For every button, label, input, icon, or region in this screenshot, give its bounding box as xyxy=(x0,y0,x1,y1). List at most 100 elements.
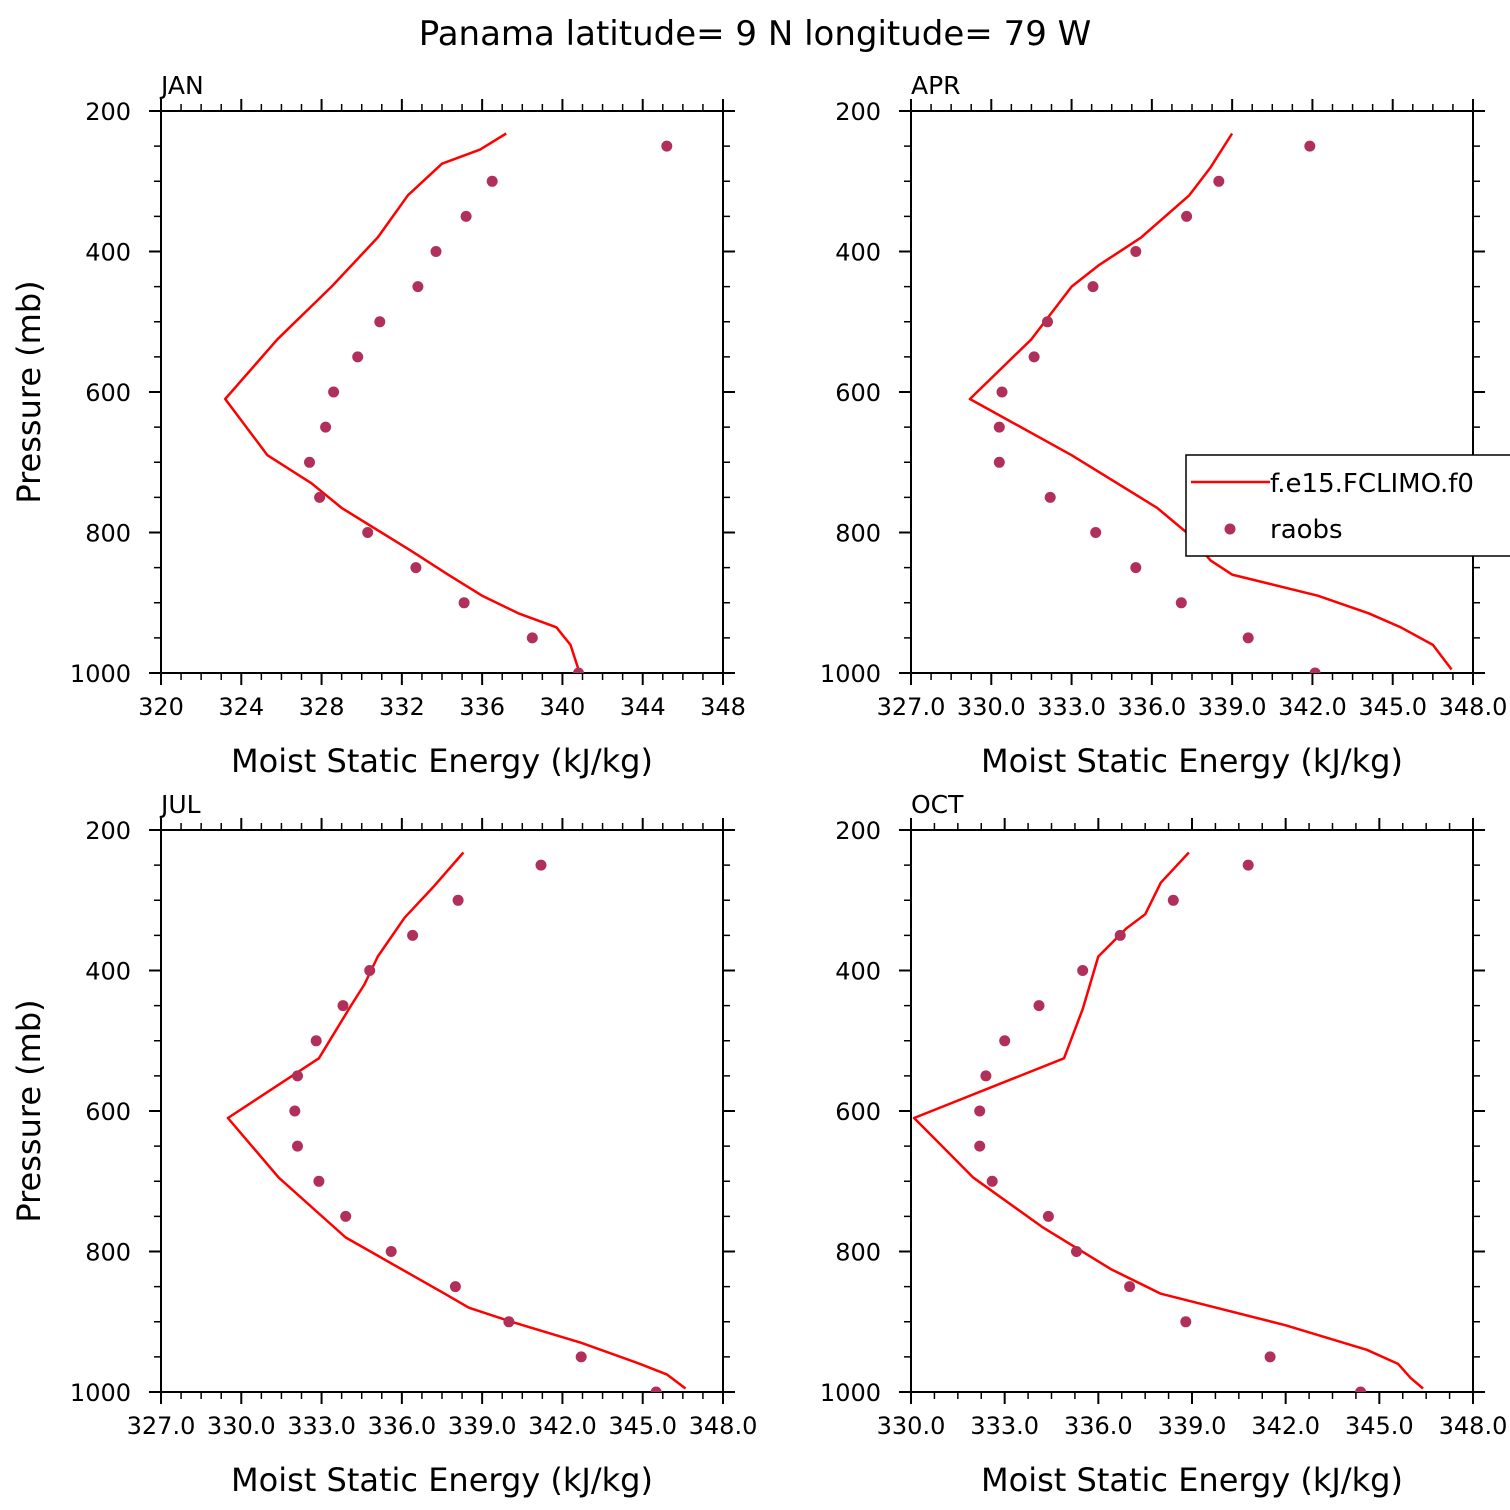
raobs-point xyxy=(320,421,332,433)
raobs-point xyxy=(1028,351,1040,363)
x-tick-label: 330.0 xyxy=(877,1412,946,1440)
y-tick-label: 200 xyxy=(835,817,881,845)
model-series-line xyxy=(968,132,1453,671)
x-tick-label: 324 xyxy=(218,693,264,721)
x-tick-label: 340 xyxy=(540,693,586,721)
x-tick-label: 328 xyxy=(299,693,345,721)
figure-title: Panama latitude= 9 N longitude= 79 W xyxy=(419,14,1092,54)
raobs-point xyxy=(1042,1210,1054,1222)
panel-apr: 327.0 330.0 333.0 336.0 339.0 342.0 345.0 348.0… xyxy=(820,71,1507,780)
raobs-point xyxy=(304,456,315,468)
raobs-point xyxy=(1124,1281,1136,1293)
raobs-point xyxy=(1044,491,1056,503)
raobs-point xyxy=(407,929,419,941)
raobs-point xyxy=(1087,281,1099,293)
raobs-point xyxy=(986,1175,998,1187)
x-tick-label: 333.0 xyxy=(970,1412,1039,1440)
raobs-point xyxy=(999,1035,1011,1047)
y-tick-label: 800 xyxy=(835,1239,881,1267)
raobs-point xyxy=(1304,140,1316,152)
raobs-point xyxy=(974,1140,986,1152)
panel-label: OCT xyxy=(911,790,964,819)
y-axis-title: Pressure (mb) xyxy=(10,999,48,1222)
x-tick-label: 344 xyxy=(620,693,666,721)
raobs-point xyxy=(974,1105,986,1117)
raobs-point xyxy=(452,894,464,906)
y-tick-label: 400 xyxy=(835,239,881,267)
raobs-point xyxy=(1242,632,1254,644)
raobs-point xyxy=(1355,1386,1367,1392)
raobs-point xyxy=(661,140,673,152)
x-tick-label: 332 xyxy=(379,693,425,721)
model-series-line xyxy=(226,851,687,1390)
raobs-point xyxy=(460,210,472,222)
y-tick-label: 600 xyxy=(85,379,131,407)
raobs-point xyxy=(352,351,364,363)
raobs-point xyxy=(310,1035,322,1047)
raobs-point xyxy=(575,1351,587,1363)
panel-label: APR xyxy=(911,71,961,100)
y-tick-label: 800 xyxy=(85,1239,131,1267)
x-tick-label: 336.0 xyxy=(1117,693,1186,721)
x-tick-label: 320 xyxy=(138,693,184,721)
x-tick-label: 345.0 xyxy=(1345,1412,1414,1440)
raobs-point xyxy=(526,632,538,644)
panel-jul: 327.0 330.0 333.0 336.0 339.0 342.0 345.0 348.0… xyxy=(10,790,757,1499)
raobs-point xyxy=(993,456,1005,468)
y-tick-label: 400 xyxy=(835,958,881,986)
panel-oct: 330.0 333.0 336.0 339.0 342.0 345.0 348.0 200 40… xyxy=(820,790,1507,1499)
plot-frame xyxy=(910,829,1474,1393)
x-axis-title: Moist Static Energy (kJ/kg) xyxy=(981,1461,1403,1499)
raobs-point xyxy=(313,1175,325,1187)
raobs-point xyxy=(1042,316,1053,328)
x-tick-label: 336 xyxy=(459,693,505,721)
raobs-point xyxy=(1175,597,1187,609)
raobs-point xyxy=(1309,667,1321,673)
y-tick-label: 1000 xyxy=(820,1379,881,1407)
raobs-point xyxy=(340,1210,352,1222)
raobs-point xyxy=(314,491,326,503)
raobs-point xyxy=(1264,1351,1276,1363)
x-tick-label: 336.0 xyxy=(1064,1412,1133,1440)
raobs-point xyxy=(1090,527,1102,538)
raobs-point xyxy=(535,859,547,871)
y-tick-label: 400 xyxy=(85,958,131,986)
panel-jan: 320 324 328 332 336 340 344 348 200 400 600 800 1000… xyxy=(10,71,746,780)
x-tick-label: 330.0 xyxy=(957,693,1026,721)
raobs-point xyxy=(1130,562,1142,574)
raobs-point xyxy=(486,175,498,187)
x-tick-label: 327.0 xyxy=(877,693,946,721)
legend: f.e15.FCLIMO.f0 raobs xyxy=(1185,454,1510,557)
x-tick-label: 330.0 xyxy=(207,1412,276,1440)
legend-label-raobs: raobs xyxy=(1270,515,1343,545)
legend-marker-swatch xyxy=(1224,523,1236,535)
raobs-point xyxy=(993,421,1005,433)
x-tick-label: 348.0 xyxy=(1439,693,1508,721)
raobs-point xyxy=(1180,1316,1192,1328)
x-tick-label: 342.0 xyxy=(1278,693,1347,721)
raobs-point xyxy=(573,667,584,673)
raobs-point xyxy=(449,1281,461,1293)
y-tick-label: 600 xyxy=(85,1098,131,1126)
x-axis-title: Moist Static Energy (kJ/kg) xyxy=(231,742,653,780)
raobs-point xyxy=(1167,894,1179,906)
x-tick-label: 348.0 xyxy=(689,1412,758,1440)
raobs-point xyxy=(412,281,424,293)
raobs-point xyxy=(337,1000,349,1012)
plot-frame xyxy=(160,829,724,1393)
raobs-point xyxy=(364,965,376,976)
model-series-line xyxy=(912,851,1424,1390)
raobs-point xyxy=(458,597,470,609)
panel-label: JAN xyxy=(159,71,204,100)
raobs-point xyxy=(650,1386,662,1392)
raobs-point xyxy=(1077,965,1089,976)
raobs-point xyxy=(1114,929,1126,941)
raobs-point xyxy=(1181,210,1193,222)
raobs-point xyxy=(328,386,340,398)
raobs-point xyxy=(292,1070,303,1082)
x-tick-label: 342.0 xyxy=(1251,1412,1320,1440)
legend-label-model: f.e15.FCLIMO.f0 xyxy=(1270,469,1474,499)
plot-data xyxy=(912,851,1424,1392)
raobs-point xyxy=(1213,175,1225,187)
raobs-point xyxy=(996,386,1008,398)
